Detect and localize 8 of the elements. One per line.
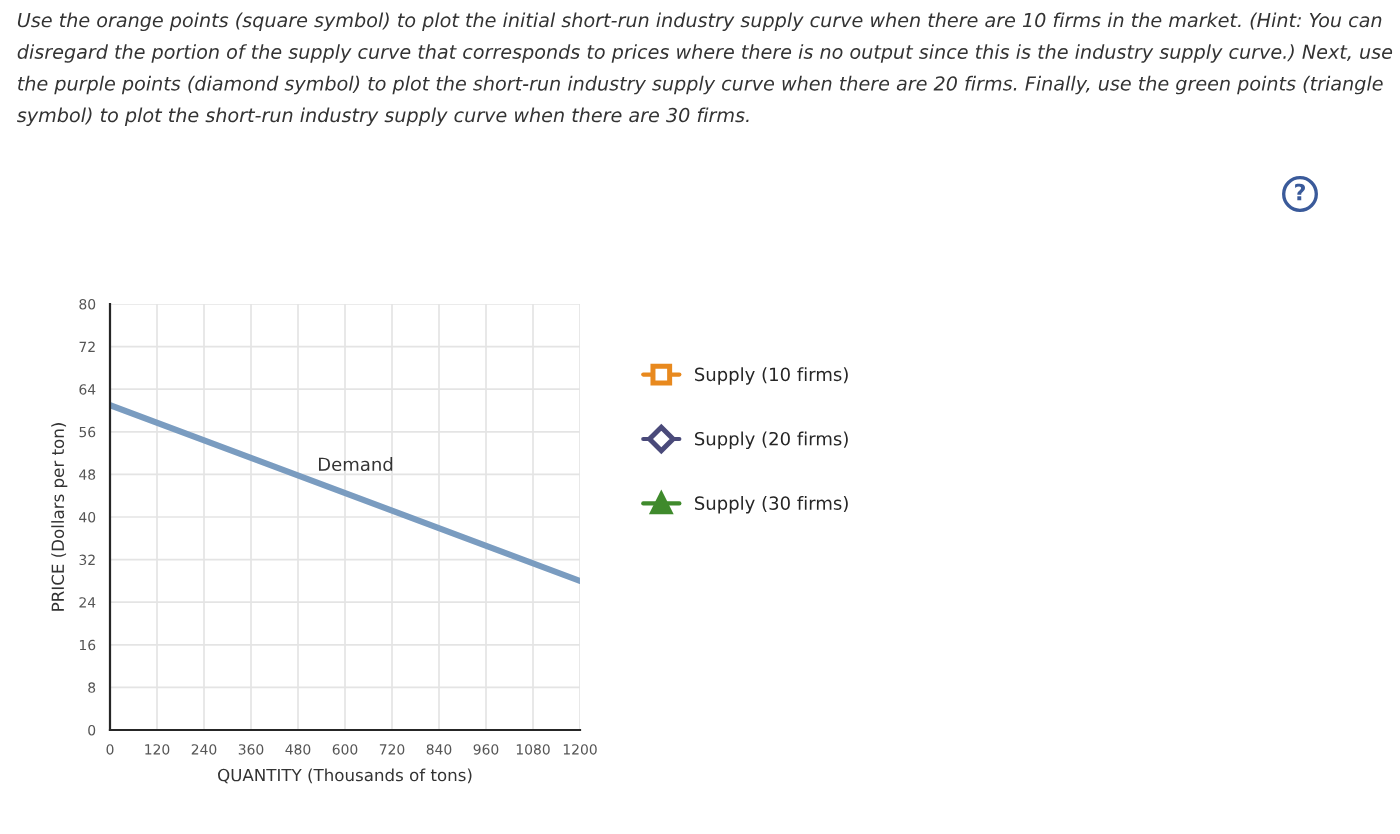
legend-label: Supply (20 firms) [695, 431, 848, 450]
legend-label: Supply (30 firms) [695, 496, 848, 514]
series-label: Demand [318, 457, 393, 472]
text: Use the orange points (square symbol) to plot the initial short-run industry supply curve when there are 10 firms in the market. (Hint: You can disregard the portion of the supply curve that corresponds to prices where there is no output since this is the industry supply curve.) Next, use the purple points (diamond symbol) to plot the short-run industry supply curve when there are 20 firms. Finally, use the green points (triangle symbol) to plot the short-run industry supply curve when there are 30 firms. [17, 12, 1393, 127]
legend-label: Supply (10 firms) [695, 367, 848, 385]
y-axis-title: PRICE (Dollars per ton) [51, 423, 68, 611]
x-axis-title: QUANTITY (Thousands of tons) [218, 768, 472, 784]
text: ? [1295, 183, 1305, 201]
